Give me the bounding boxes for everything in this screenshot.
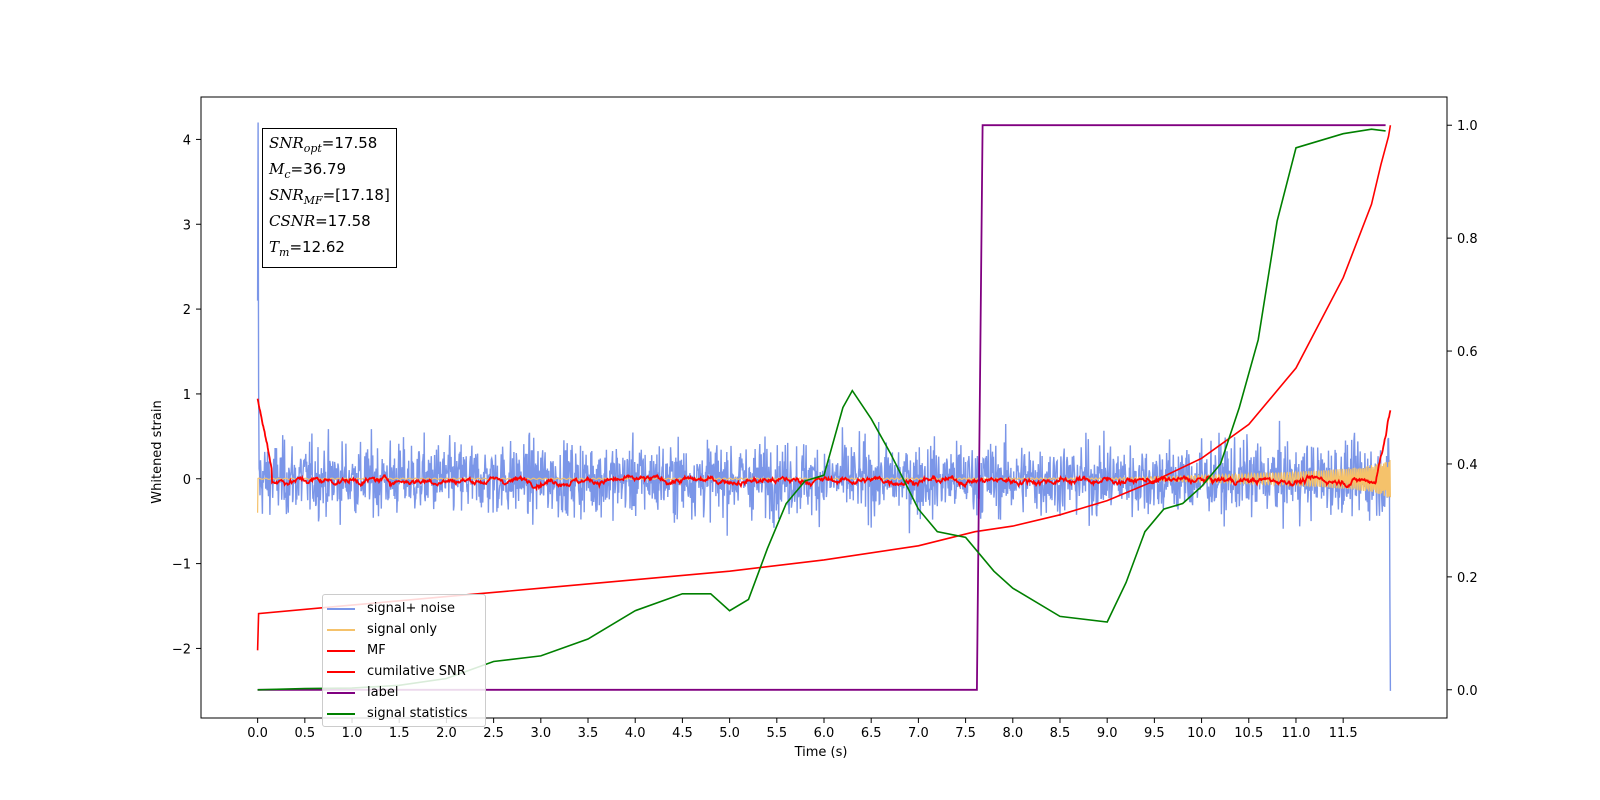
y-right-tick-label: 0.4 bbox=[1457, 458, 1478, 473]
x-tick-label: 1.5 bbox=[389, 726, 410, 741]
legend-label: cumilative SNR bbox=[367, 664, 466, 679]
series-mf bbox=[256, 398, 1392, 492]
annotation-tm: Tm=12.62 bbox=[269, 238, 345, 259]
x-tick-label: 4.5 bbox=[672, 726, 693, 741]
x-tick-label: 8.5 bbox=[1050, 726, 1071, 741]
y-axis-title: Whitened strain bbox=[150, 400, 165, 503]
annotation-box: SNRopt=17.58 Mc=36.79 SNRMF=[17.18] CSNR… bbox=[262, 128, 397, 268]
x-tick-label: 5.0 bbox=[719, 726, 740, 741]
legend-label: signal statistics bbox=[367, 706, 468, 721]
x-tick-label: 9.5 bbox=[1144, 726, 1165, 741]
x-tick-label: 7.5 bbox=[955, 726, 976, 741]
x-tick-label: 1.0 bbox=[342, 726, 363, 741]
x-tick-label: 11.0 bbox=[1281, 726, 1310, 741]
legend-item-mf: MF bbox=[327, 640, 481, 661]
y-axis-left: −2 −1 0 1 2 3 4 bbox=[172, 133, 201, 657]
x-axis-title: Time (s) bbox=[794, 745, 848, 760]
y-right-tick-label: 0.0 bbox=[1457, 684, 1478, 699]
x-tick-label: 0.5 bbox=[294, 726, 315, 741]
y-right-tick-label: 0.6 bbox=[1457, 345, 1478, 360]
x-tick-label: 3.5 bbox=[578, 726, 599, 741]
x-tick-label: 8.0 bbox=[1002, 726, 1023, 741]
x-tick-label: 10.5 bbox=[1234, 726, 1263, 741]
legend-item-cumulative-snr: cumilative SNR bbox=[327, 661, 481, 682]
series-label bbox=[257, 124, 1386, 691]
y-right-tick-label: 0.8 bbox=[1457, 232, 1478, 247]
x-tick-label: 11.5 bbox=[1329, 726, 1358, 741]
x-tick-label: 5.5 bbox=[766, 726, 787, 741]
legend-swatch bbox=[327, 670, 355, 673]
legend-label: signal+ noise bbox=[367, 601, 456, 616]
legend-swatch bbox=[327, 607, 355, 610]
line-cumulative-snr bbox=[256, 125, 1392, 651]
line-label bbox=[257, 124, 1386, 691]
y-right-tick-label: 1.0 bbox=[1457, 119, 1478, 134]
series-signal-statistics bbox=[257, 128, 1386, 691]
y-right-tick-label: 0.2 bbox=[1457, 571, 1478, 586]
x-tick-label: 6.0 bbox=[814, 726, 835, 741]
annotation-snr-mf: SNRMF=[17.18] bbox=[269, 186, 390, 207]
legend-label: MF bbox=[367, 643, 386, 658]
annotation-csnr: CSNR=17.58 bbox=[269, 212, 371, 230]
annotation-mc: Mc=36.79 bbox=[269, 160, 347, 181]
y-tick-label: −2 bbox=[172, 642, 191, 657]
legend-swatch bbox=[327, 649, 355, 652]
y-tick-label: −1 bbox=[172, 558, 191, 573]
legend-item-signal-only: signal only bbox=[327, 619, 481, 640]
x-tick-label: 2.5 bbox=[483, 726, 504, 741]
line-signal-statistics bbox=[257, 128, 1386, 691]
y-tick-label: 3 bbox=[183, 218, 191, 233]
series-signal-noise bbox=[256, 122, 1392, 691]
legend-item-signal-noise: signal+ noise bbox=[327, 598, 481, 619]
x-tick-label: 9.0 bbox=[1097, 726, 1118, 741]
y-tick-label: 0 bbox=[183, 473, 191, 488]
y-tick-label: 4 bbox=[183, 133, 191, 148]
y-tick-label: 1 bbox=[183, 388, 191, 403]
y-axis-right: 0.0 0.2 0.4 0.6 0.8 1.0 bbox=[1447, 119, 1478, 699]
legend-label: label bbox=[367, 685, 399, 700]
legend-item-label: label bbox=[327, 682, 481, 703]
legend: signal+ noise signal only MF cumilative … bbox=[322, 594, 486, 727]
line-mf bbox=[256, 398, 1392, 492]
x-tick-label: 10.0 bbox=[1187, 726, 1216, 741]
series-cumulative-snr bbox=[256, 125, 1392, 651]
legend-swatch bbox=[327, 691, 355, 694]
x-tick-label: 0.0 bbox=[247, 726, 268, 741]
x-tick-label: 7.0 bbox=[908, 726, 929, 741]
annotation-snr-opt: SNRopt=17.58 bbox=[269, 134, 378, 155]
y-tick-label: 2 bbox=[183, 303, 191, 318]
legend-label: signal only bbox=[367, 622, 438, 637]
legend-swatch bbox=[327, 628, 355, 631]
legend-item-signal-statistics: signal statistics bbox=[327, 703, 481, 724]
x-tick-label: 3.0 bbox=[530, 726, 551, 741]
x-axis: 0.0 0.5 1.0 1.5 2.0 2.5 3.0 3.5 4.0 4.5 5.0 5.5 6.0 6… bbox=[247, 718, 1358, 741]
x-tick-label: 4.0 bbox=[625, 726, 646, 741]
line-signal-noise bbox=[256, 122, 1392, 691]
x-tick-label: 6.5 bbox=[861, 726, 882, 741]
legend-swatch bbox=[327, 712, 355, 715]
x-tick-label: 2.0 bbox=[436, 726, 457, 741]
